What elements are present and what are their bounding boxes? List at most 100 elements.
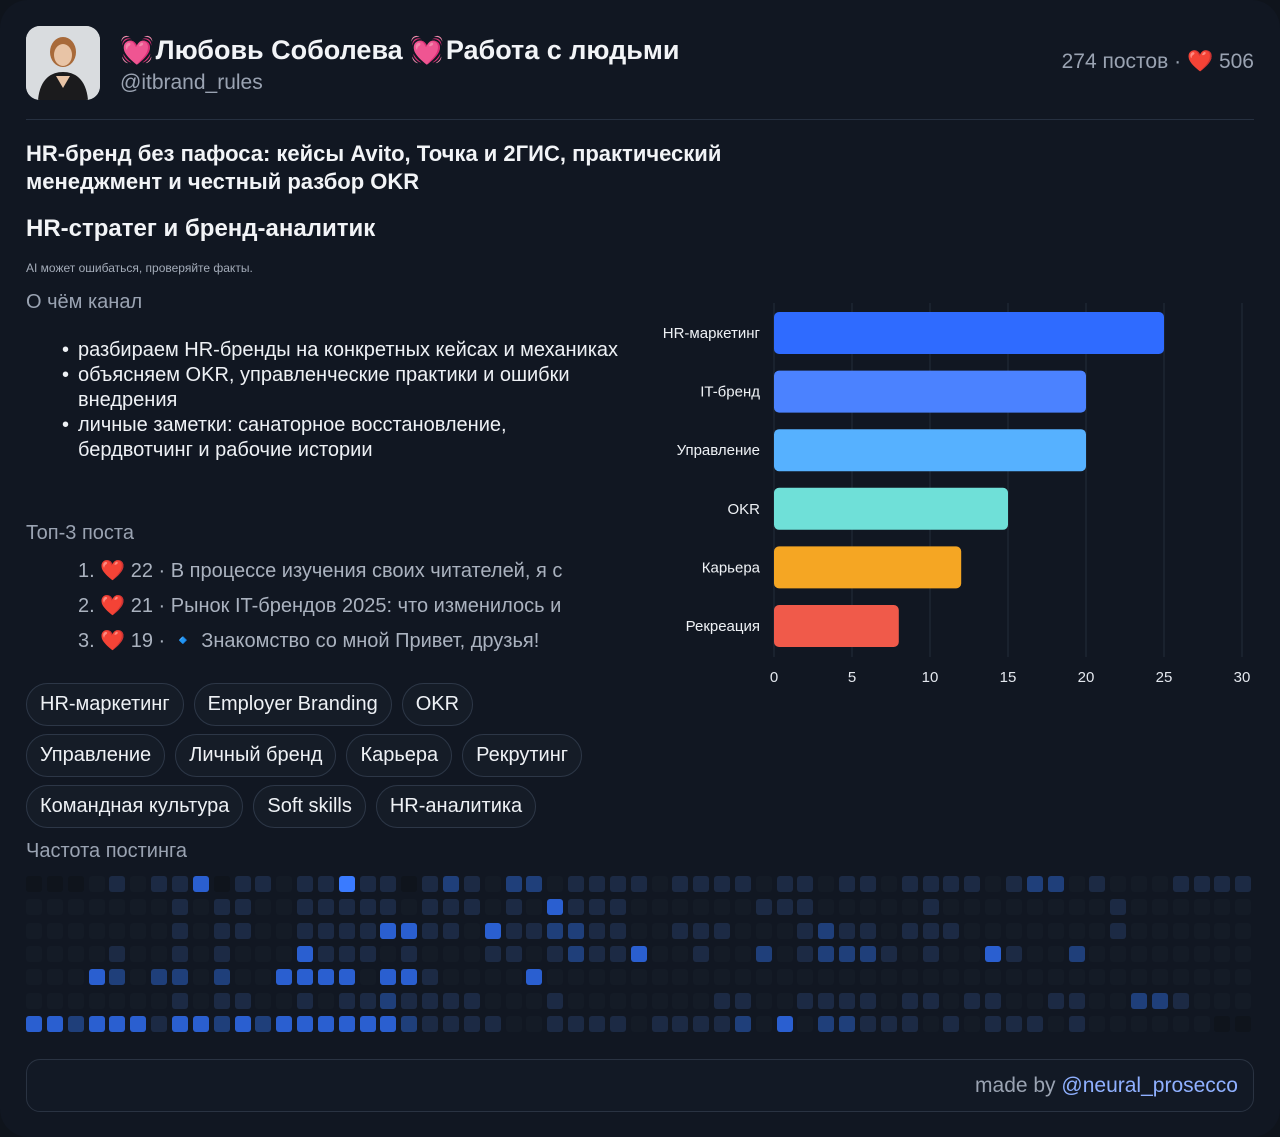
heatmap-cell	[1006, 923, 1022, 939]
avatar[interactable]	[26, 26, 100, 100]
heatmap-cell	[1173, 993, 1189, 1009]
heatmap-cell	[380, 946, 396, 962]
bar[interactable]	[774, 312, 1164, 354]
heart-icon: ❤️	[100, 560, 126, 582]
heatmap-cell	[735, 969, 751, 985]
heatmap-cell	[276, 1016, 292, 1032]
tag[interactable]: OKR	[401, 683, 474, 726]
heatmap-cell	[818, 899, 834, 915]
bar[interactable]	[774, 546, 962, 589]
heatmap-cell	[568, 993, 584, 1009]
top-post-item[interactable]: 3. ❤️ 19 · 🔹 Знакомство со мной Привет, …	[78, 626, 562, 661]
heatmap-cell	[360, 993, 376, 1009]
heatmap-cell	[1069, 993, 1085, 1009]
heatmap-cell	[47, 899, 63, 915]
heatmap-cell	[506, 993, 522, 1009]
heatmap-cell	[756, 1016, 772, 1032]
top-post-item[interactable]: 1. ❤️ 22 · В процессе изучения своих чит…	[78, 556, 562, 591]
stats-separator: ·	[1174, 50, 1182, 73]
heatmap-cell	[276, 946, 292, 962]
channel-handle[interactable]: @itbrand_rules	[120, 71, 263, 94]
tag[interactable]: Soft skills	[253, 785, 366, 828]
heatmap-cell	[235, 876, 251, 892]
heatmap-cell	[839, 899, 855, 915]
tag[interactable]: Командная культура	[26, 785, 244, 828]
heatmap-cell	[1048, 946, 1064, 962]
heatmap-cell	[985, 946, 1001, 962]
heatmap-cell	[881, 946, 897, 962]
heatmap-cell	[1131, 923, 1147, 939]
heatmap-cell	[380, 1016, 396, 1032]
channel-title: 💓Любовь Соболева 💓Работа с людьми	[120, 34, 679, 66]
heatmap-cell	[1194, 876, 1210, 892]
tag[interactable]: Личный бренд	[175, 734, 337, 777]
bar[interactable]	[774, 487, 1008, 530]
heatmap-cell	[214, 923, 230, 939]
post-likes: 22	[130, 560, 153, 582]
heatmap-cell	[235, 1016, 251, 1032]
heatmap-cell	[568, 969, 584, 985]
heatmap-cell	[401, 969, 417, 985]
bar[interactable]	[774, 370, 1086, 413]
heatmap-cell	[297, 923, 313, 939]
tag-row: Управление Личный бренд Карьера Рекрутин…	[26, 734, 646, 777]
tag[interactable]: Рекрутинг	[462, 734, 583, 777]
tag[interactable]: Employer Branding	[193, 683, 392, 726]
tag[interactable]: Управление	[26, 734, 166, 777]
heatmap-cell	[68, 923, 84, 939]
heatmap-cell	[380, 876, 396, 892]
heatmap-cell	[1006, 899, 1022, 915]
heatmap-cell	[109, 1016, 125, 1032]
heatmap-cell	[214, 969, 230, 985]
tag[interactable]: HR-аналитика	[375, 785, 537, 828]
footer-bar: made by @neural_prosecco	[26, 1059, 1254, 1112]
heatmap-cell	[443, 899, 459, 915]
heatmap-cell	[526, 1016, 542, 1032]
heatmap-cell	[276, 993, 292, 1009]
heatmap-cell	[1069, 1016, 1085, 1032]
top-post-item[interactable]: 2. ❤️ 21 · Рынок IT-брендов 2025: что из…	[78, 591, 562, 626]
heatmap-cell	[1131, 899, 1147, 915]
heatmap-cell	[109, 946, 125, 962]
heatmap-cell	[943, 876, 959, 892]
heatmap-cell	[68, 969, 84, 985]
heatmap-cell	[89, 876, 105, 892]
bar[interactable]	[774, 429, 1086, 472]
heatmap-cell	[1006, 1016, 1022, 1032]
heatmap-cell	[714, 923, 730, 939]
heatmap-cell	[1235, 1016, 1251, 1032]
heatmap-cell	[89, 993, 105, 1009]
heatmap-cell	[693, 969, 709, 985]
credit-link[interactable]: @neural_prosecco	[1061, 1074, 1238, 1097]
tag[interactable]: Карьера	[346, 734, 453, 777]
heatmap-cell	[526, 946, 542, 962]
heatmap-cell	[693, 923, 709, 939]
heatmap-cell	[693, 946, 709, 962]
heatmap-cell	[964, 899, 980, 915]
heatmap-cell	[89, 1016, 105, 1032]
heatmap-cell	[964, 876, 980, 892]
heatmap-cell	[735, 1016, 751, 1032]
heatmap-cell	[151, 969, 167, 985]
heatmap-cell	[235, 993, 251, 1009]
heatmap-cell	[360, 946, 376, 962]
heatmap-cell	[985, 876, 1001, 892]
tag[interactable]: HR-маркетинг	[26, 683, 184, 726]
heatmap-cell	[693, 876, 709, 892]
heatmap-cell	[547, 1016, 563, 1032]
heatmap-cell	[68, 899, 84, 915]
posting-frequency-label: Частота постинга	[26, 840, 187, 862]
heatmap-cell	[255, 1016, 271, 1032]
heatmap-cell	[797, 876, 813, 892]
category-label: Карьера	[702, 559, 761, 576]
x-tick-label: 15	[1000, 669, 1017, 686]
heatmap-cell	[485, 1016, 501, 1032]
heatmap-cell	[255, 899, 271, 915]
heatmap-cell	[235, 899, 251, 915]
heatmap-cell	[464, 946, 480, 962]
heatmap-cell	[589, 1016, 605, 1032]
bar[interactable]	[774, 605, 899, 647]
heatmap-cell	[214, 946, 230, 962]
heatmap-cell	[923, 946, 939, 962]
heatmap-cell	[1173, 923, 1189, 939]
